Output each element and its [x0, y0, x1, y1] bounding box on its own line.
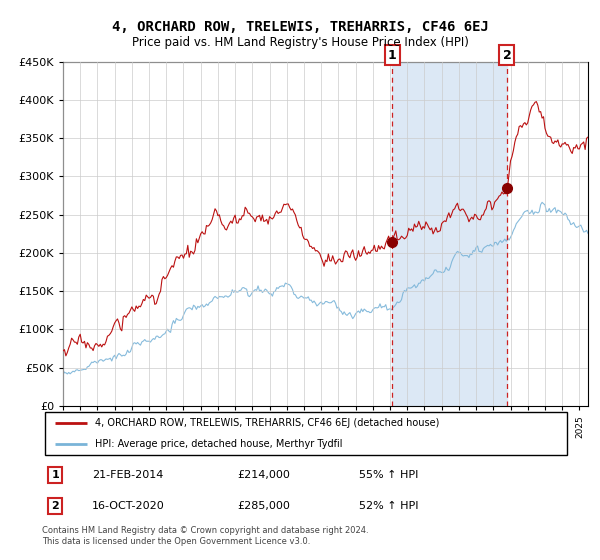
Text: 4, ORCHARD ROW, TRELEWIS, TREHARRIS, CF46 6EJ: 4, ORCHARD ROW, TRELEWIS, TREHARRIS, CF4… — [112, 20, 488, 34]
Text: 4, ORCHARD ROW, TRELEWIS, TREHARRIS, CF46 6EJ (detached house): 4, ORCHARD ROW, TRELEWIS, TREHARRIS, CF4… — [95, 418, 439, 428]
Text: HPI: Average price, detached house, Merthyr Tydfil: HPI: Average price, detached house, Mert… — [95, 439, 342, 449]
Text: Contains HM Land Registry data © Crown copyright and database right 2024.
This d: Contains HM Land Registry data © Crown c… — [42, 526, 368, 546]
Text: 21-FEB-2014: 21-FEB-2014 — [92, 470, 164, 480]
Bar — [392, 62, 507, 406]
Text: £285,000: £285,000 — [238, 501, 290, 511]
Text: 2: 2 — [503, 49, 511, 62]
Text: 55% ↑ HPI: 55% ↑ HPI — [359, 470, 418, 480]
FancyBboxPatch shape — [44, 412, 568, 455]
Text: 52% ↑ HPI: 52% ↑ HPI — [359, 501, 418, 511]
Text: Price paid vs. HM Land Registry's House Price Index (HPI): Price paid vs. HM Land Registry's House … — [131, 36, 469, 49]
Text: 1: 1 — [52, 470, 59, 480]
Text: 1: 1 — [388, 49, 397, 62]
Text: £214,000: £214,000 — [238, 470, 290, 480]
Text: 16-OCT-2020: 16-OCT-2020 — [92, 501, 165, 511]
Text: 2: 2 — [52, 501, 59, 511]
